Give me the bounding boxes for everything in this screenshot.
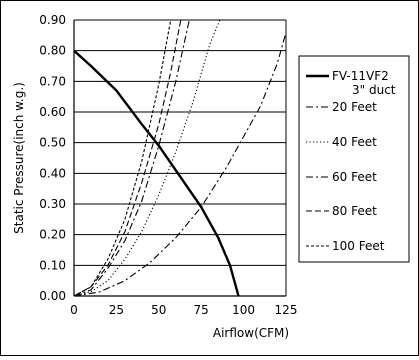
x-tick-label: 75 bbox=[194, 303, 209, 317]
y-tick-label: 0.50 bbox=[39, 136, 66, 150]
series-lines bbox=[74, 20, 286, 296]
y-tick-label: 0.80 bbox=[39, 44, 66, 58]
series-line-100-feet bbox=[74, 20, 172, 296]
y-tick-label: 0.40 bbox=[39, 166, 66, 180]
x-axis-title: Airflow(CFM) bbox=[213, 326, 289, 340]
series-line-40-feet bbox=[74, 20, 221, 296]
legend-label: 100 Feet bbox=[332, 239, 385, 253]
y-tick-label: 0.10 bbox=[39, 258, 66, 272]
series-line-20-feet bbox=[74, 32, 286, 296]
x-tick-label: 50 bbox=[151, 303, 166, 317]
legend-label: 40 Feet bbox=[332, 135, 377, 149]
axes bbox=[73, 20, 287, 297]
y-axis-title: Static Pressure(inch w.g.) bbox=[12, 82, 26, 234]
series-line-80-feet bbox=[74, 20, 182, 296]
legend-label: 20 Feet bbox=[332, 100, 377, 114]
x-tick-label: 25 bbox=[109, 303, 124, 317]
y-tick-label: 0.20 bbox=[39, 228, 66, 242]
tick-labels: 0.00 0.10 0.20 0.30 0.40 0.50 0.60 0.70 0.80 0.90… bbox=[39, 13, 297, 317]
chart-svg: 0.00 0.10 0.20 0.30 0.40 0.50 0.60 0.70 0.80 0.90… bbox=[12, 13, 410, 340]
y-tick-label: 0.90 bbox=[39, 13, 66, 27]
x-tick-label: 0 bbox=[70, 303, 78, 317]
legend-label: 80 Feet bbox=[332, 204, 377, 218]
legend-label: FV-11VF2 bbox=[332, 69, 389, 83]
legend-label: 60 Feet bbox=[332, 170, 377, 184]
y-tick-label: 0.30 bbox=[39, 197, 66, 211]
series-line-fv-11vf2 bbox=[74, 49, 240, 296]
legend-label-line2: 3" duct bbox=[352, 83, 396, 97]
x-tick-label: 125 bbox=[275, 303, 298, 317]
y-tick-label: 0.60 bbox=[39, 105, 66, 119]
legend-box bbox=[298, 55, 410, 263]
y-tick-label: 0.70 bbox=[39, 74, 66, 88]
y-tick-label: 0.00 bbox=[39, 289, 66, 303]
series-line-60-feet bbox=[74, 20, 190, 296]
x-tick-label: 100 bbox=[232, 303, 255, 317]
